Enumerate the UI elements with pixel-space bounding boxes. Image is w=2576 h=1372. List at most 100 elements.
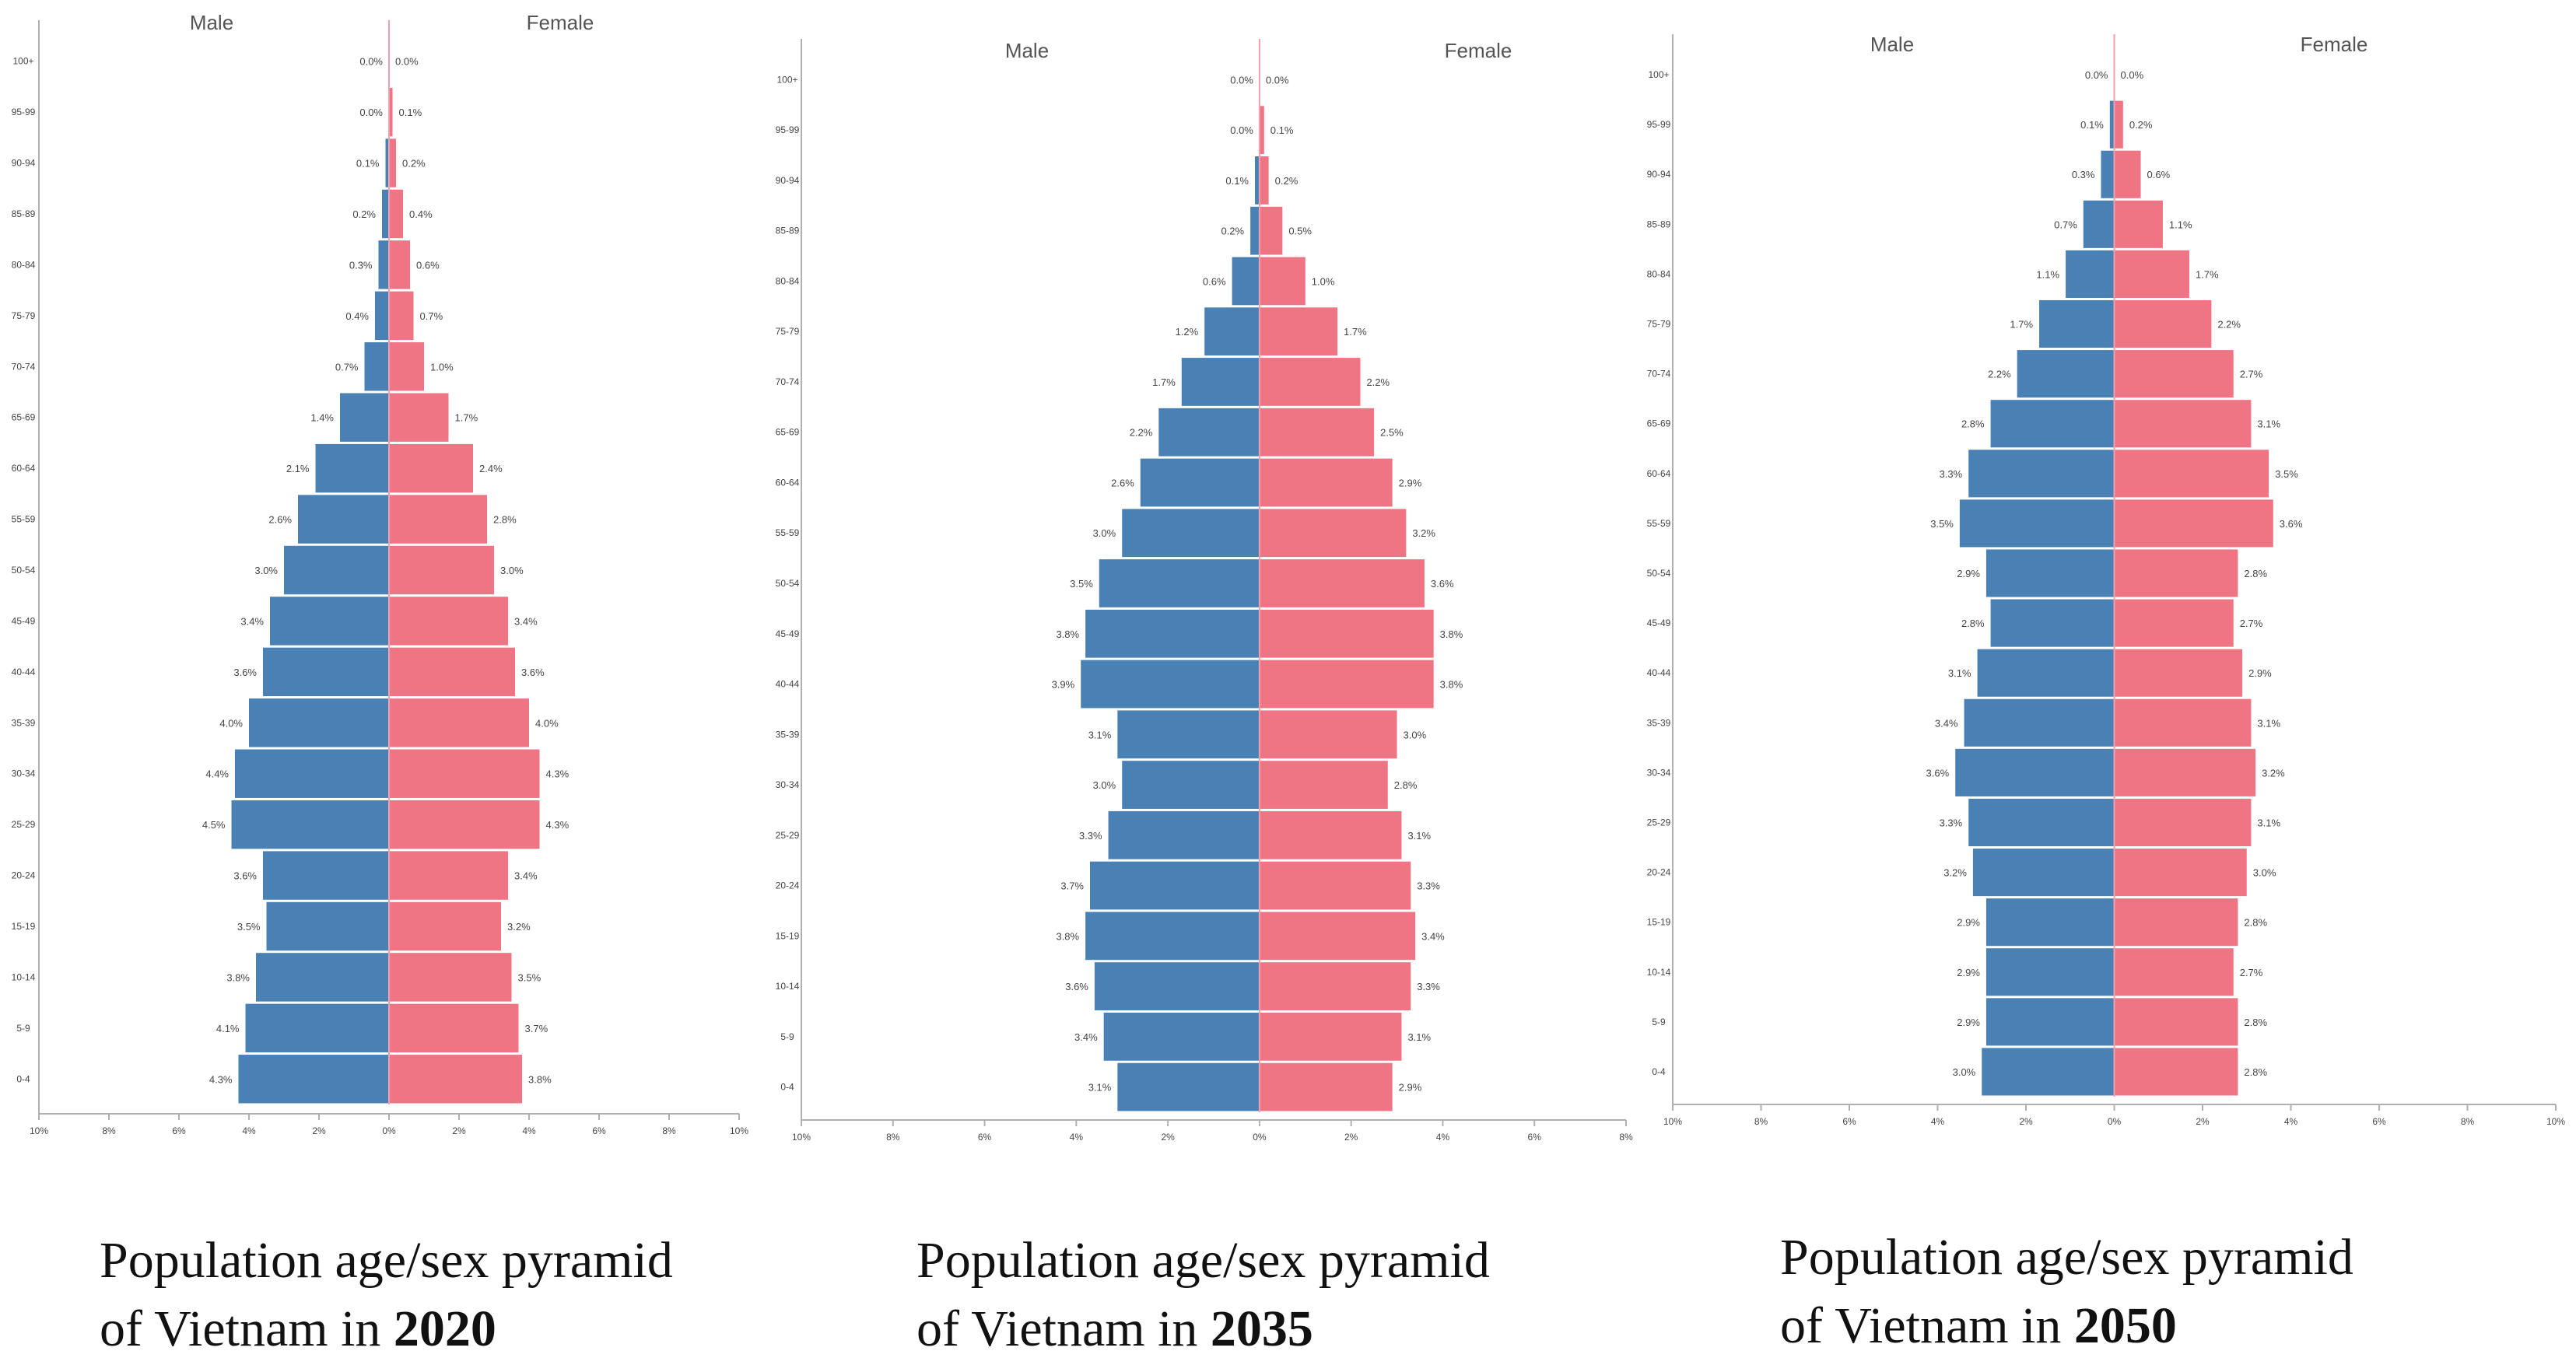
caption-year: 2050 xyxy=(2074,1297,2177,1354)
female-bar xyxy=(2114,599,2234,647)
male-bar xyxy=(1103,1012,1260,1061)
female-bar xyxy=(2114,798,2252,847)
age-tick-label: 35-39 xyxy=(776,729,800,740)
x-tick-label: 8% xyxy=(2461,1116,2475,1127)
female-bar xyxy=(1259,307,1337,356)
age-tick-label: 55-59 xyxy=(12,514,36,525)
x-tick-label: 2% xyxy=(1161,1132,1175,1143)
female-bar xyxy=(1259,962,1411,1010)
female-bar xyxy=(2114,499,2273,548)
age-tick-label: 70-74 xyxy=(12,361,36,372)
female-value-label: 3.6% xyxy=(1431,578,1454,590)
male-value-label: 0.0% xyxy=(1230,74,1253,86)
male-value-label: 4.0% xyxy=(219,717,243,729)
female-value-label: 3.7% xyxy=(525,1023,548,1034)
female-label: Female xyxy=(2301,33,2368,56)
x-tick-label: 4% xyxy=(1436,1132,1450,1143)
male-value-label: 3.1% xyxy=(1948,667,1971,679)
female-value-label: 2.8% xyxy=(2244,917,2267,929)
male-value-label: 0.1% xyxy=(356,158,380,170)
male-value-label: 0.0% xyxy=(359,56,383,68)
female-bar xyxy=(2114,948,2234,996)
female-bar xyxy=(389,1055,522,1104)
age-tick-label: 100+ xyxy=(1648,69,1669,80)
male-value-label: 3.3% xyxy=(1940,817,1963,828)
female-value-label: 3.0% xyxy=(1404,729,1427,740)
male-value-label: 3.5% xyxy=(237,921,261,933)
female-bar xyxy=(1259,810,1402,859)
female-value-label: 0.4% xyxy=(409,208,433,220)
female-bar xyxy=(389,851,508,900)
age-tick-label: 45-49 xyxy=(1647,618,1671,628)
age-tick-label: 15-19 xyxy=(1647,917,1671,928)
age-tick-label: 95-99 xyxy=(1647,119,1671,130)
male-value-label: 2.8% xyxy=(1961,418,1985,430)
male-value-label: 0.7% xyxy=(2054,219,2077,230)
x-tick-label: 8% xyxy=(1754,1116,1768,1127)
female-value-label: 0.0% xyxy=(1266,74,1289,86)
male-label: Male xyxy=(1005,39,1049,62)
female-bar xyxy=(389,597,508,646)
x-tick-label: 4% xyxy=(1070,1132,1084,1143)
age-tick-label: 80-84 xyxy=(1647,268,1671,279)
male-value-label: 1.4% xyxy=(310,412,334,424)
female-value-label: 3.5% xyxy=(2275,468,2298,480)
age-tick-label: 25-29 xyxy=(12,819,36,830)
age-tick-label: 40-44 xyxy=(1647,667,1671,678)
x-tick-label: 10% xyxy=(2546,1116,2565,1127)
female-value-label: 3.8% xyxy=(1440,679,1463,691)
female-value-label: 2.8% xyxy=(2244,568,2267,579)
age-tick-label: 65-69 xyxy=(1647,418,1671,429)
female-bar xyxy=(389,901,501,951)
male-bar xyxy=(284,545,389,595)
female-value-label: 3.6% xyxy=(2280,518,2303,530)
female-bar xyxy=(1259,609,1434,658)
male-value-label: 0.1% xyxy=(2080,119,2104,131)
male-bar xyxy=(1968,798,2115,847)
age-tick-label: 95-99 xyxy=(12,107,36,117)
age-tick-label: 60-64 xyxy=(1647,468,1671,479)
male-bar xyxy=(378,240,389,289)
female-value-label: 1.0% xyxy=(1312,275,1335,287)
female-value-label: 0.0% xyxy=(2121,69,2144,81)
male-bar xyxy=(1122,761,1260,809)
male-value-label: 3.6% xyxy=(233,870,257,882)
x-tick-label: 6% xyxy=(978,1132,992,1143)
x-tick-label: 0% xyxy=(382,1125,396,1136)
male-value-label: 3.0% xyxy=(1953,1066,1976,1078)
female-value-label: 3.8% xyxy=(1440,628,1463,640)
x-tick-label: 6% xyxy=(592,1125,606,1136)
male-value-label: 3.1% xyxy=(1088,729,1112,740)
female-value-label: 3.1% xyxy=(1407,830,1431,842)
age-tick-label: 15-19 xyxy=(12,921,36,932)
female-bar xyxy=(2114,698,2252,747)
age-tick-label: 65-69 xyxy=(776,427,800,438)
male-bar xyxy=(266,901,389,951)
male-value-label: 2.2% xyxy=(1988,369,2011,380)
male-bar xyxy=(1955,748,2115,796)
female-value-label: 2.2% xyxy=(2217,319,2241,331)
female-bar xyxy=(1259,257,1306,306)
female-bar xyxy=(389,87,393,137)
female-bar xyxy=(389,342,424,391)
female-bar xyxy=(389,800,540,849)
female-bar xyxy=(389,647,515,697)
x-tick-label: 2% xyxy=(312,1125,326,1136)
male-bar xyxy=(1985,549,2115,597)
male-bar xyxy=(249,698,389,747)
male-value-label: 3.8% xyxy=(1056,930,1079,942)
male-value-label: 3.4% xyxy=(1935,717,1958,729)
male-bar xyxy=(1090,861,1260,910)
male-bar xyxy=(263,647,389,697)
female-value-label: 2.8% xyxy=(2244,1066,2267,1078)
male-value-label: 0.2% xyxy=(352,208,376,220)
male-value-label: 0.4% xyxy=(345,310,369,322)
male-value-label: 1.1% xyxy=(2036,268,2059,280)
male-bar xyxy=(1099,559,1260,607)
male-value-label: 3.4% xyxy=(1074,1031,1098,1043)
female-bar xyxy=(1259,206,1283,255)
male-bar xyxy=(1959,499,2115,548)
female-value-label: 3.6% xyxy=(521,667,545,678)
female-bar xyxy=(389,545,494,595)
x-tick-label: 10% xyxy=(730,1125,748,1136)
